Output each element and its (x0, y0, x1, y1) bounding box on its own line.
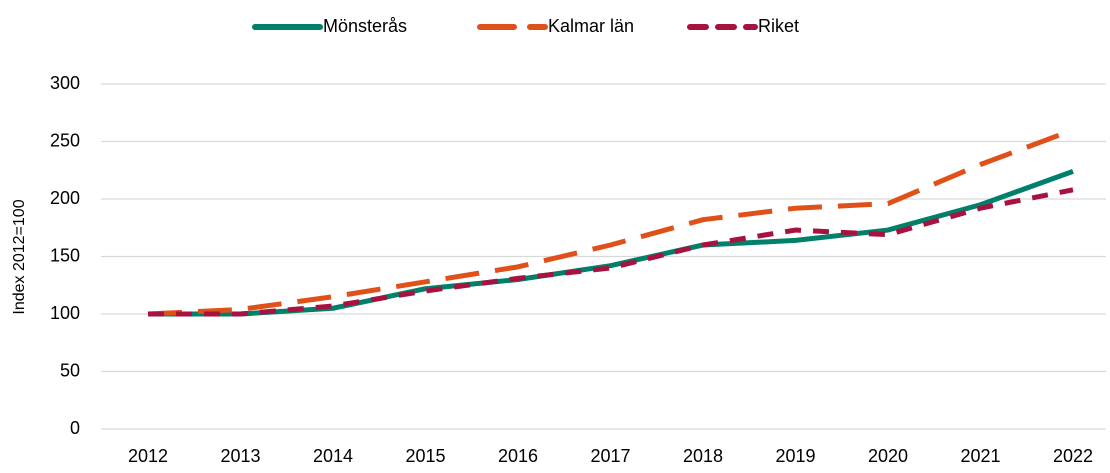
y-tick-label: 50 (60, 360, 80, 380)
x-tick-label: 2016 (498, 446, 538, 466)
legend-label: Mönsterås (323, 16, 407, 36)
x-tick-label: 2013 (220, 446, 260, 466)
legend-label: Riket (758, 16, 799, 36)
y-tick-label: 300 (50, 73, 80, 93)
y-tick-label: 150 (50, 245, 80, 265)
y-tick-label: 0 (70, 418, 80, 438)
x-tick-label: 2022 (1053, 446, 1093, 466)
y-tick-label: 250 (50, 130, 80, 150)
x-tick-label: 2019 (775, 446, 815, 466)
x-tick-label: 2014 (313, 446, 353, 466)
x-tick-label: 2021 (960, 446, 1000, 466)
line-series (147, 127, 1074, 317)
x-tick-label: 2020 (868, 446, 908, 466)
y-tick-label: 100 (50, 303, 80, 323)
y-axis-label: Index 2012=100 (11, 199, 28, 314)
y-tick-label: 200 (50, 188, 80, 208)
x-tick-label: 2012 (128, 446, 168, 466)
x-tick-label: 2015 (405, 446, 445, 466)
legend-label: Kalmar län (548, 16, 634, 36)
line-series (148, 187, 1074, 317)
x-tick-label: 2017 (590, 446, 630, 466)
x-tick-label: 2018 (683, 446, 723, 466)
